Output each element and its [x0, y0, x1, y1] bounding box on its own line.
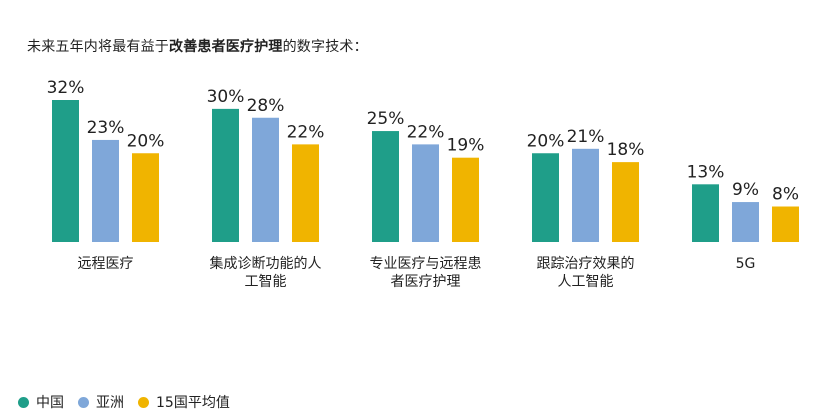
title-prefix: 未来五年内将最有益于: [27, 39, 169, 55]
data-label: 9%: [732, 180, 759, 200]
category-label: 5G: [736, 256, 756, 272]
bar: [692, 184, 719, 242]
data-label: 18%: [607, 140, 645, 160]
bar: [252, 117, 279, 242]
data-label: 28%: [247, 96, 285, 116]
category-label: 专业医疗与远程患: [370, 256, 482, 272]
category-label: 人工智能: [558, 274, 614, 290]
category-label: 工智能: [245, 274, 287, 290]
category-label: 远程医疗: [78, 256, 134, 272]
data-label: 22%: [407, 122, 445, 142]
category-label: 跟踪治疗效果的: [537, 256, 635, 272]
data-label: 32%: [47, 78, 85, 98]
data-label: 21%: [567, 127, 605, 147]
bar: [612, 162, 639, 242]
legend-item-asia: 亚洲: [78, 392, 124, 412]
data-label: 23%: [87, 118, 125, 138]
bar: [732, 202, 759, 242]
legend: 中国 亚洲 15国平均值: [18, 392, 230, 412]
bar: [292, 144, 319, 242]
data-label: 20%: [127, 131, 165, 151]
data-label: 22%: [287, 122, 325, 142]
bar: [132, 153, 159, 242]
category-label: 者医疗护理: [391, 274, 461, 290]
title-emphasis: 改善患者医疗护理: [169, 39, 283, 55]
data-label: 8%: [772, 185, 799, 205]
bar: [532, 153, 559, 242]
bar: [452, 157, 479, 242]
bar: [412, 144, 439, 242]
data-label: 30%: [207, 87, 245, 107]
data-label: 19%: [447, 136, 485, 156]
legend-item-average: 15国平均值: [138, 392, 230, 412]
legend-label: 中国: [36, 395, 64, 411]
bar: [92, 139, 119, 242]
bar: [212, 108, 239, 242]
bar: [772, 206, 799, 242]
bar: [572, 148, 599, 242]
legend-label: 亚洲: [96, 395, 124, 411]
legend-item-china: 中国: [18, 392, 64, 412]
chart-title: 未来五年内将最有益于改善患者医疗护理的数字技术：: [27, 36, 368, 56]
legend-swatch: [18, 396, 29, 408]
bar: [52, 100, 79, 242]
legend-swatch: [78, 396, 89, 408]
legend-swatch: [138, 396, 149, 408]
legend-label: 15国平均值: [156, 395, 230, 411]
data-label: 13%: [687, 162, 725, 182]
data-label: 20%: [527, 131, 565, 151]
category-label: 集成诊断功能的人: [210, 255, 322, 272]
data-label: 25%: [367, 109, 405, 129]
bar: [372, 131, 399, 242]
title-suffix: 的数字技术：: [282, 39, 368, 55]
